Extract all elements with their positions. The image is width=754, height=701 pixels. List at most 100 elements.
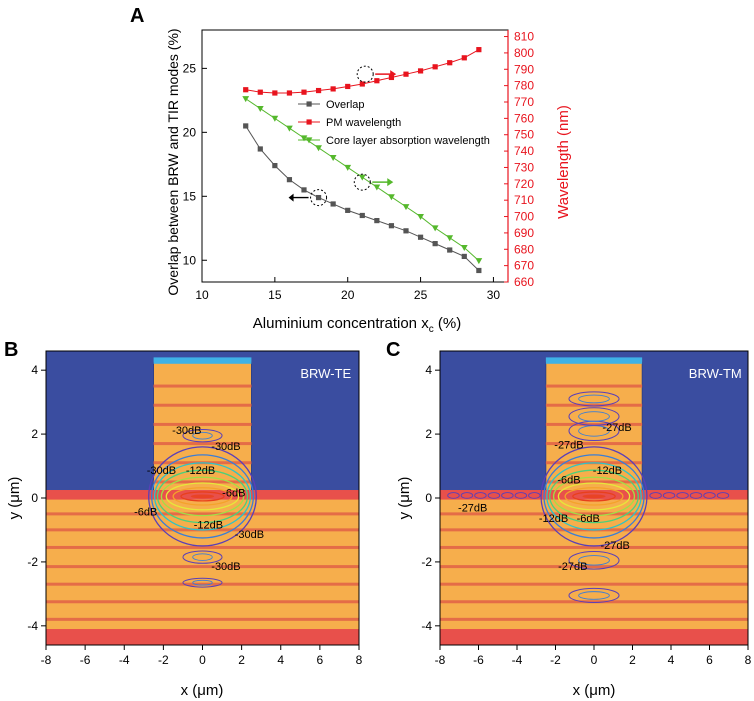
contour-label: -6dB xyxy=(134,507,157,519)
y2-tick-label: 690 xyxy=(514,226,534,240)
data-point xyxy=(286,90,293,96)
bragg-layer xyxy=(46,600,359,604)
chart-a-frame xyxy=(201,29,509,283)
data-point xyxy=(243,123,249,129)
mode-contour xyxy=(549,469,639,524)
mode-peak xyxy=(190,494,215,499)
contour-label: -12dB xyxy=(593,465,622,477)
substrate-bottom xyxy=(46,629,359,645)
data-point xyxy=(447,60,453,66)
x-tick-label: 4 xyxy=(277,653,284,667)
y2-tick-label: 700 xyxy=(514,210,534,224)
panel-label-a: A xyxy=(130,5,144,27)
y-tick-label: 15 xyxy=(183,189,197,203)
y-tick-label: 25 xyxy=(183,61,197,75)
x-tick-label: 10 xyxy=(195,288,209,302)
arrow-right-red-head xyxy=(390,70,397,79)
data-point xyxy=(388,74,395,81)
mode-contour xyxy=(546,462,642,531)
x-tick-label: -2 xyxy=(158,653,169,667)
ridge-bragg-layer xyxy=(545,422,643,426)
highlight-circle-absorption xyxy=(353,173,371,191)
contour-label: -30dB xyxy=(211,441,240,453)
bragg-layer xyxy=(440,545,748,549)
highlight-circle-pm xyxy=(356,65,374,83)
ridge-bragg-layer xyxy=(153,384,252,388)
data-point xyxy=(257,146,263,152)
data-point xyxy=(286,177,293,183)
data-point xyxy=(315,145,322,152)
mode-map-tm: -8 -6 -4 -2 0 2 4 6 8 -4 -2 0 2 4 BRW-TM -27dB -27dB -12d… xyxy=(421,350,752,667)
leakage-contour xyxy=(501,492,514,499)
data-point xyxy=(358,174,366,181)
contour-label: -12dB xyxy=(186,465,215,477)
y-tick-label: 0 xyxy=(425,491,432,505)
panel-label-b: B xyxy=(4,339,18,361)
mode-contour xyxy=(160,476,245,517)
leakage-contour xyxy=(487,492,501,499)
data-point xyxy=(417,234,424,240)
data-point xyxy=(344,164,352,171)
ridge-bragg-layer xyxy=(153,422,252,426)
bragg-layer xyxy=(46,512,359,516)
side-lobe-contour xyxy=(568,587,620,603)
contour-label: -30dB xyxy=(147,465,176,477)
contour-label: -30dB xyxy=(211,561,240,573)
data-point xyxy=(403,228,409,234)
y-tick-label: 2 xyxy=(31,427,38,441)
mode-contour xyxy=(153,462,252,531)
data-point xyxy=(388,194,395,201)
data-point xyxy=(315,194,322,201)
x-tick-label: -2 xyxy=(550,653,561,667)
bragg-layer xyxy=(46,545,359,549)
data-point xyxy=(475,258,483,265)
y2-tick-label: 770 xyxy=(514,95,534,109)
contour-label: -12dB xyxy=(194,519,223,531)
bragg-layer xyxy=(440,600,748,604)
side-lobe-contour xyxy=(578,411,610,422)
data-point xyxy=(301,89,307,95)
contour-label: -27dB xyxy=(554,439,583,451)
y2-tick-label: 710 xyxy=(514,193,534,207)
data-point xyxy=(315,87,322,94)
side-lobe-contour xyxy=(182,550,223,564)
data-point xyxy=(345,207,351,213)
legend-label: Core layer absorption wavelength xyxy=(326,135,490,147)
leakage-contour xyxy=(676,492,689,499)
x-tick-label: -8 xyxy=(435,653,446,667)
side-lobe-contour xyxy=(578,394,610,404)
mode-contour xyxy=(156,469,249,524)
x-tick-label: 6 xyxy=(706,653,713,667)
leakage-contour xyxy=(649,492,662,499)
mode-map-tm-xlabel: x (μm) xyxy=(573,682,616,699)
contour-label: -27dB xyxy=(600,540,629,552)
data-point xyxy=(402,204,410,211)
y2-tick-label: 810 xyxy=(514,30,534,44)
contour-label: -12dB xyxy=(539,513,568,525)
ridge-bragg-layer xyxy=(153,480,252,484)
leakage-contour xyxy=(474,492,487,499)
data-point xyxy=(330,86,336,92)
mode-contour xyxy=(557,482,631,511)
contour-label: -6dB xyxy=(222,487,245,499)
data-point xyxy=(388,223,395,229)
leakage-contour xyxy=(528,492,541,499)
x-tick-label: 25 xyxy=(414,288,428,302)
side-lobe-contour xyxy=(568,407,620,426)
ridge-bragg-layer xyxy=(545,384,643,388)
mode-contour xyxy=(180,491,225,502)
y2-tick-label: 750 xyxy=(514,128,534,142)
x-tick-label: 8 xyxy=(356,653,363,667)
data-point xyxy=(272,90,278,96)
data-point xyxy=(476,47,482,53)
mode-peak xyxy=(582,494,606,499)
ridge-bragg-layer xyxy=(545,480,643,484)
y2-tick-label: 660 xyxy=(514,275,534,289)
data-point xyxy=(359,81,365,87)
contour-label: -6dB xyxy=(557,475,580,487)
y2-tick-label: 720 xyxy=(514,177,534,191)
mode-map-te-ylabel: y (μm) xyxy=(6,477,23,520)
legend-marker xyxy=(306,101,312,107)
contour-label: -27dB xyxy=(458,502,487,514)
